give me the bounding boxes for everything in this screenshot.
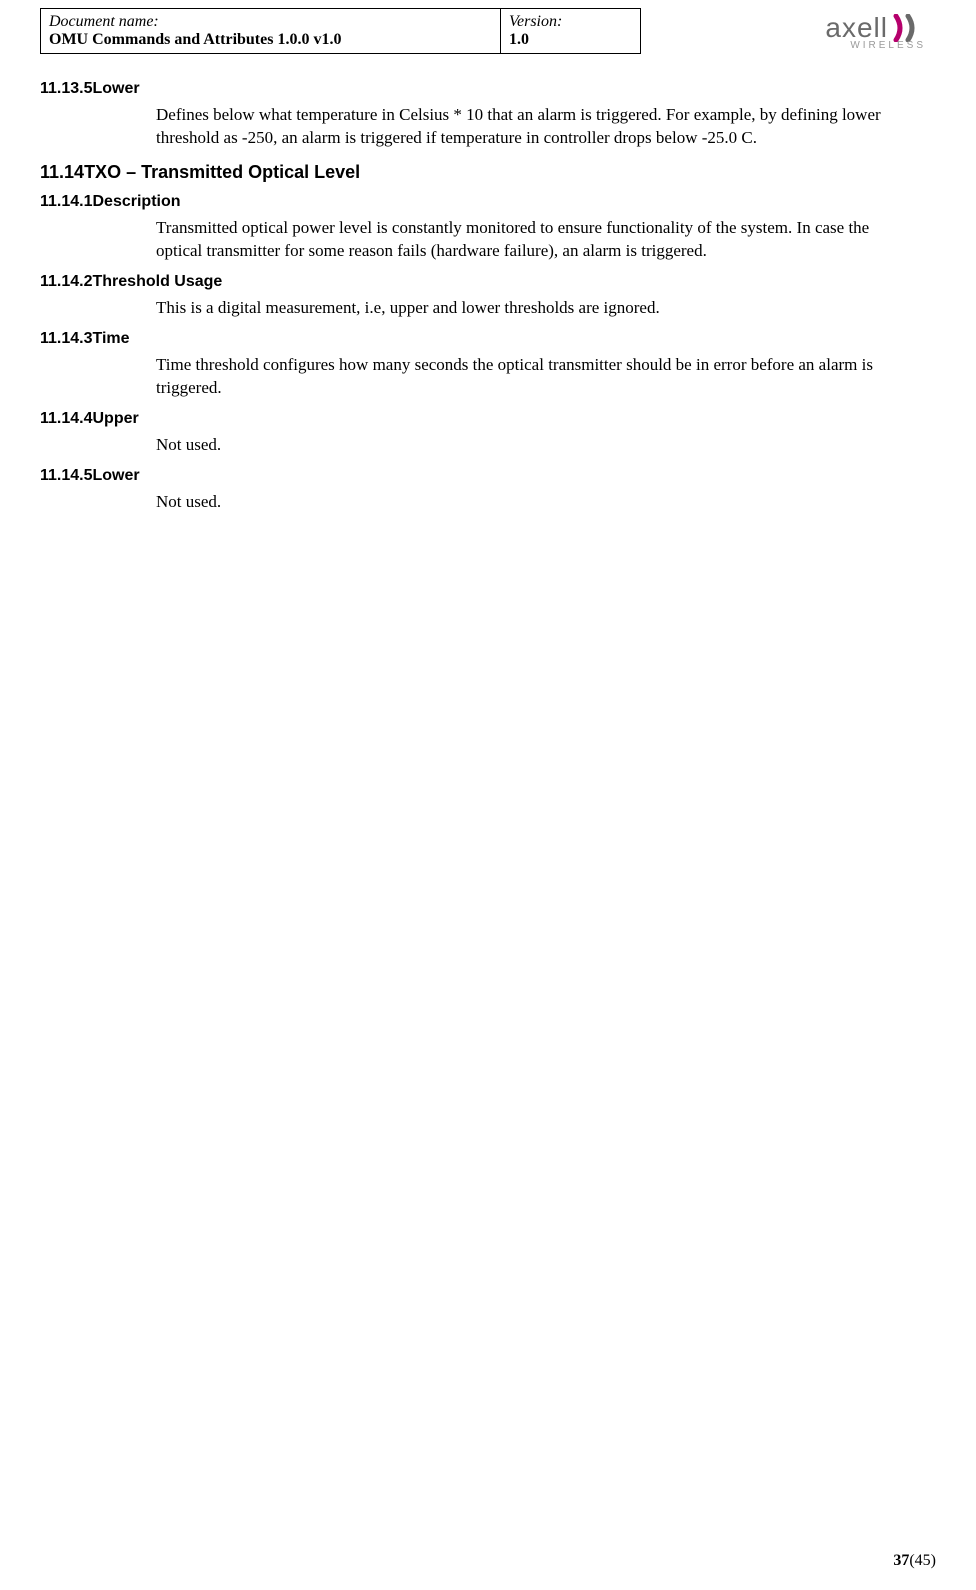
heading-11-14-1: 11.14.1Description [40, 193, 936, 211]
page-current: 37 [893, 1552, 909, 1569]
heading-11-14-4: 11.14.4Upper [40, 410, 936, 428]
page-content: 11.13.5Lower Defines below what temperat… [0, 54, 976, 513]
page-total: (45) [909, 1552, 936, 1569]
version-cell: Version: 1.0 [501, 9, 641, 54]
heading-11-14: 11.14TXO – Transmitted Optical Level [40, 162, 936, 183]
heading-number: 11.14.5 [40, 467, 93, 484]
heading-title: Time [93, 330, 130, 347]
body-11-14-4: Not used. [156, 434, 906, 457]
body-11-14-1: Transmitted optical power level is const… [156, 217, 906, 263]
heading-title: Upper [93, 410, 139, 427]
heading-number: 11.14.2 [40, 273, 93, 290]
heading-title: Description [93, 193, 181, 210]
doc-name-value: OMU Commands and Attributes 1.0.0 v1.0 [49, 31, 492, 49]
heading-11-13-5: 11.13.5Lower [40, 80, 936, 98]
body-11-14-2: This is a digital measurement, i.e, uppe… [156, 297, 906, 320]
logo: axell WIRELESS [825, 8, 936, 51]
heading-number: 11.14.4 [40, 410, 93, 427]
heading-number: 11.14 [40, 162, 84, 182]
version-label: Version: [509, 13, 632, 31]
body-11-13-5: Defines below what temperature in Celsiu… [156, 104, 906, 150]
heading-number: 11.13.5 [40, 80, 93, 97]
heading-11-14-5: 11.14.5Lower [40, 467, 936, 485]
heading-title: Threshold Usage [93, 273, 223, 290]
heading-title: Lower [93, 80, 140, 97]
version-value: 1.0 [509, 31, 632, 49]
heading-title: TXO – Transmitted Optical Level [84, 162, 360, 182]
heading-11-14-2: 11.14.2Threshold Usage [40, 273, 936, 291]
body-11-14-5: Not used. [156, 491, 906, 514]
doc-name-cell: Document name: OMU Commands and Attribut… [41, 9, 501, 54]
page-header: Document name: OMU Commands and Attribut… [0, 0, 976, 54]
body-11-14-3: Time threshold configures how many secon… [156, 354, 906, 400]
heading-11-14-3: 11.14.3Time [40, 330, 936, 348]
heading-title: Lower [93, 467, 140, 484]
header-table: Document name: OMU Commands and Attribut… [40, 8, 641, 54]
logo-icon [892, 14, 926, 42]
doc-name-label: Document name: [49, 13, 492, 31]
page-number: 37(45) [893, 1552, 936, 1570]
heading-number: 11.14.1 [40, 193, 93, 210]
heading-number: 11.14.3 [40, 330, 93, 347]
